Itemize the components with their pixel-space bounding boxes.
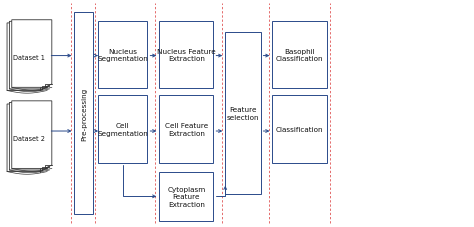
Text: Feature
selection: Feature selection <box>227 107 259 120</box>
FancyBboxPatch shape <box>159 96 213 163</box>
Polygon shape <box>9 22 49 89</box>
Text: Cell Feature
Extraction: Cell Feature Extraction <box>165 123 208 136</box>
FancyBboxPatch shape <box>273 96 327 163</box>
FancyBboxPatch shape <box>159 172 213 221</box>
Text: Nucleus
Segmentation: Nucleus Segmentation <box>97 49 148 62</box>
Text: Nucleus Feature
Extraction: Nucleus Feature Extraction <box>157 49 216 62</box>
FancyBboxPatch shape <box>273 22 327 89</box>
Polygon shape <box>7 104 47 172</box>
FancyBboxPatch shape <box>98 22 147 89</box>
FancyBboxPatch shape <box>98 96 147 163</box>
Text: Cytoplasm
Feature
Extraction: Cytoplasm Feature Extraction <box>167 186 205 207</box>
Text: Cell
Segmentation: Cell Segmentation <box>97 123 148 136</box>
Polygon shape <box>9 103 49 170</box>
Text: Dataset 2: Dataset 2 <box>12 135 45 141</box>
Polygon shape <box>12 101 52 169</box>
FancyBboxPatch shape <box>225 33 261 194</box>
FancyBboxPatch shape <box>74 12 93 215</box>
Polygon shape <box>7 24 47 91</box>
FancyBboxPatch shape <box>159 22 213 89</box>
Text: Classification: Classification <box>276 126 323 132</box>
Text: Dataset 1: Dataset 1 <box>12 54 45 60</box>
Text: Pre-processing: Pre-processing <box>81 87 87 140</box>
Polygon shape <box>12 21 52 88</box>
Text: Basophil
Classification: Basophil Classification <box>276 49 323 62</box>
